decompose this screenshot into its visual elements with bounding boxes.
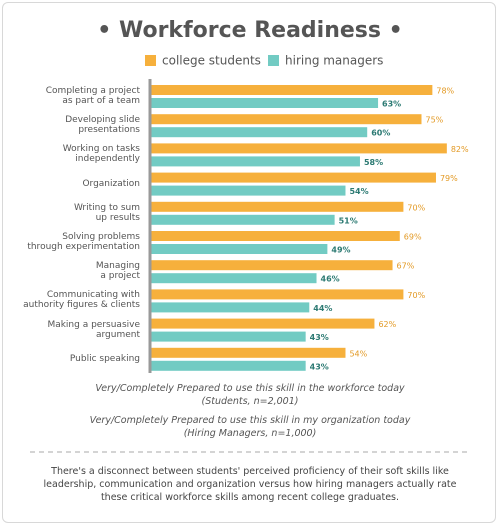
- bar: [150, 360, 306, 371]
- bar: [150, 244, 328, 254]
- value-label: 43%: [310, 362, 329, 371]
- value-label: 62%: [378, 320, 396, 329]
- bar: [150, 143, 447, 154]
- category-label: Public speaking: [69, 353, 140, 364]
- value-label: 63%: [382, 100, 401, 109]
- bar: [150, 302, 310, 313]
- value-label: 69%: [404, 233, 422, 242]
- legend-label: hiring managers: [285, 54, 383, 68]
- legend-swatch: [145, 55, 156, 66]
- bar: [150, 231, 400, 241]
- value-label: 43%: [310, 333, 329, 342]
- bar: [150, 127, 368, 138]
- bar: [150, 289, 404, 300]
- bar: [150, 172, 436, 183]
- bar: [150, 347, 346, 358]
- category-label: Making a persuasive argument: [47, 319, 140, 340]
- bar: [150, 331, 306, 342]
- category-label: Developing slide presentations: [65, 115, 140, 136]
- value-label: 54%: [349, 187, 368, 196]
- bar: [150, 214, 335, 225]
- value-label: 67%: [397, 262, 415, 271]
- value-label: 49%: [331, 246, 350, 255]
- category-label: Communicating with authority figures & c…: [23, 290, 140, 311]
- category-label: Completing a project as part of a team: [45, 86, 140, 106]
- bar: [150, 318, 375, 329]
- value-label: 75%: [426, 116, 444, 125]
- frame: [2, 2, 496, 523]
- bar: [150, 185, 346, 196]
- value-label: 44%: [313, 304, 332, 313]
- chart-title: • Workforce Readiness •: [97, 18, 402, 43]
- value-label: 51%: [339, 216, 358, 225]
- category-label: Working on tasks independently: [62, 144, 140, 165]
- bar: [150, 201, 404, 212]
- value-label: 82%: [451, 145, 469, 154]
- bar: [150, 260, 393, 271]
- value-label: 46%: [321, 275, 340, 284]
- note: Very/Completely Prepared to use this ski…: [89, 415, 411, 439]
- category-label: Organization: [82, 178, 140, 189]
- bar: [150, 85, 433, 95]
- category-label: Solving problems through experimentation: [27, 232, 140, 252]
- bar: [150, 273, 317, 284]
- bar: [150, 114, 422, 125]
- value-label: 70%: [407, 203, 425, 212]
- bar: [150, 156, 360, 167]
- value-label: 78%: [436, 87, 454, 96]
- category-label: Writing to sum up results: [73, 202, 140, 223]
- value-label: 58%: [364, 158, 383, 167]
- category-label: Managing a project: [95, 261, 140, 282]
- value-label: 79%: [440, 174, 458, 183]
- bar: [150, 98, 379, 108]
- value-label: 54%: [349, 349, 367, 358]
- legend-label: college students: [162, 54, 261, 68]
- value-label: 60%: [371, 129, 390, 138]
- legend-swatch: [268, 55, 279, 66]
- footer: There's a disconnect between students' p…: [43, 466, 457, 503]
- note: Very/Completely Prepared to use this ski…: [95, 383, 405, 407]
- value-label: 70%: [407, 291, 425, 300]
